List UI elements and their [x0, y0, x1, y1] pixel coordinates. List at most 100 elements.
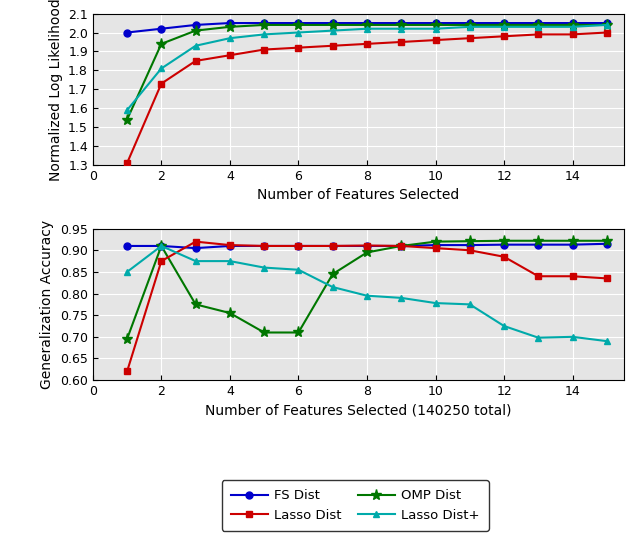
X-axis label: Number of Features Selected (140250 total): Number of Features Selected (140250 tota…	[205, 403, 511, 418]
OMP Dist	[603, 22, 611, 28]
OMP Dist	[466, 22, 474, 28]
Lasso Dist+	[500, 323, 508, 329]
Line: Lasso Dist: Lasso Dist	[124, 29, 611, 167]
FS Dist	[226, 20, 234, 26]
Line: OMP Dist: OMP Dist	[122, 20, 612, 125]
Lasso Dist+	[192, 42, 200, 49]
OMP Dist	[329, 22, 337, 28]
Lasso Dist	[329, 42, 337, 49]
FS Dist	[603, 241, 611, 247]
OMP Dist	[466, 238, 474, 244]
FS Dist	[569, 20, 577, 26]
Lasso Dist	[192, 58, 200, 64]
Lasso Dist+	[363, 26, 371, 32]
Line: Lasso Dist: Lasso Dist	[124, 238, 611, 375]
Lasso Dist	[124, 368, 131, 375]
Lasso Dist+	[260, 31, 268, 37]
FS Dist	[363, 20, 371, 26]
Lasso Dist+	[397, 26, 405, 32]
Lasso Dist+	[534, 23, 542, 30]
Lasso Dist+	[466, 301, 474, 308]
Lasso Dist	[431, 245, 439, 251]
Lasso Dist+	[226, 35, 234, 41]
FS Dist	[260, 243, 268, 249]
Legend: FS Dist, Lasso Dist, OMP Dist, Lasso Dist+: FS Dist, Lasso Dist, OMP Dist, Lasso Dis…	[221, 480, 489, 531]
Lasso Dist+	[294, 267, 302, 273]
OMP Dist	[157, 243, 165, 249]
Line: Lasso Dist+: Lasso Dist+	[124, 22, 611, 113]
OMP Dist	[534, 22, 542, 28]
OMP Dist	[192, 301, 200, 308]
Lasso Dist+	[397, 295, 405, 301]
Lasso Dist	[363, 242, 371, 249]
Lasso Dist+	[363, 293, 371, 299]
Lasso Dist	[569, 273, 577, 280]
Lasso Dist	[603, 29, 611, 36]
OMP Dist	[329, 271, 337, 277]
OMP Dist	[363, 249, 371, 256]
Lasso Dist+	[192, 258, 200, 264]
FS Dist	[603, 20, 611, 26]
Lasso Dist	[431, 37, 439, 43]
FS Dist	[124, 29, 131, 36]
FS Dist	[157, 243, 165, 249]
OMP Dist	[500, 22, 508, 28]
Lasso Dist	[226, 52, 234, 59]
Lasso Dist+	[431, 300, 439, 306]
OMP Dist	[431, 22, 439, 28]
Lasso Dist	[534, 31, 542, 37]
Lasso Dist+	[260, 264, 268, 271]
Line: FS Dist: FS Dist	[124, 20, 611, 36]
Line: Lasso Dist+: Lasso Dist+	[124, 243, 611, 345]
Lasso Dist	[260, 46, 268, 53]
FS Dist	[431, 20, 439, 26]
Lasso Dist	[192, 238, 200, 245]
FS Dist	[294, 20, 302, 26]
OMP Dist	[500, 237, 508, 244]
Lasso Dist+	[603, 22, 611, 28]
OMP Dist	[534, 237, 542, 244]
OMP Dist	[397, 22, 405, 28]
FS Dist	[397, 243, 405, 249]
OMP Dist	[569, 237, 577, 244]
FS Dist	[192, 22, 200, 28]
FS Dist	[363, 243, 371, 249]
OMP Dist	[603, 237, 611, 244]
Lasso Dist+	[466, 23, 474, 30]
Lasso Dist	[534, 273, 542, 280]
Lasso Dist	[569, 31, 577, 37]
Lasso Dist+	[157, 243, 165, 249]
FS Dist	[329, 243, 337, 249]
FS Dist	[294, 243, 302, 249]
Lasso Dist	[294, 243, 302, 249]
FS Dist	[466, 20, 474, 26]
FS Dist	[500, 242, 508, 248]
Lasso Dist	[397, 243, 405, 249]
Lasso Dist	[363, 41, 371, 47]
FS Dist	[157, 26, 165, 32]
Lasso Dist	[466, 35, 474, 41]
Lasso Dist	[157, 80, 165, 87]
FS Dist	[500, 20, 508, 26]
Lasso Dist	[500, 254, 508, 260]
OMP Dist	[226, 310, 234, 316]
Lasso Dist+	[157, 65, 165, 72]
Lasso Dist+	[329, 284, 337, 291]
Lasso Dist+	[569, 333, 577, 340]
Y-axis label: Normalized Log Likelihood: Normalized Log Likelihood	[49, 0, 63, 181]
OMP Dist	[363, 22, 371, 28]
Lasso Dist+	[124, 107, 131, 113]
Lasso Dist+	[431, 26, 439, 32]
Lasso Dist	[466, 247, 474, 254]
Lasso Dist	[329, 243, 337, 249]
Line: OMP Dist: OMP Dist	[122, 235, 612, 345]
FS Dist	[569, 242, 577, 248]
X-axis label: Number of Features Selected: Number of Features Selected	[257, 188, 460, 203]
Y-axis label: Generalization Accuracy: Generalization Accuracy	[40, 220, 54, 389]
Lasso Dist+	[294, 29, 302, 36]
OMP Dist	[569, 22, 577, 28]
OMP Dist	[192, 27, 200, 34]
OMP Dist	[260, 22, 268, 28]
OMP Dist	[157, 41, 165, 47]
OMP Dist	[294, 329, 302, 336]
